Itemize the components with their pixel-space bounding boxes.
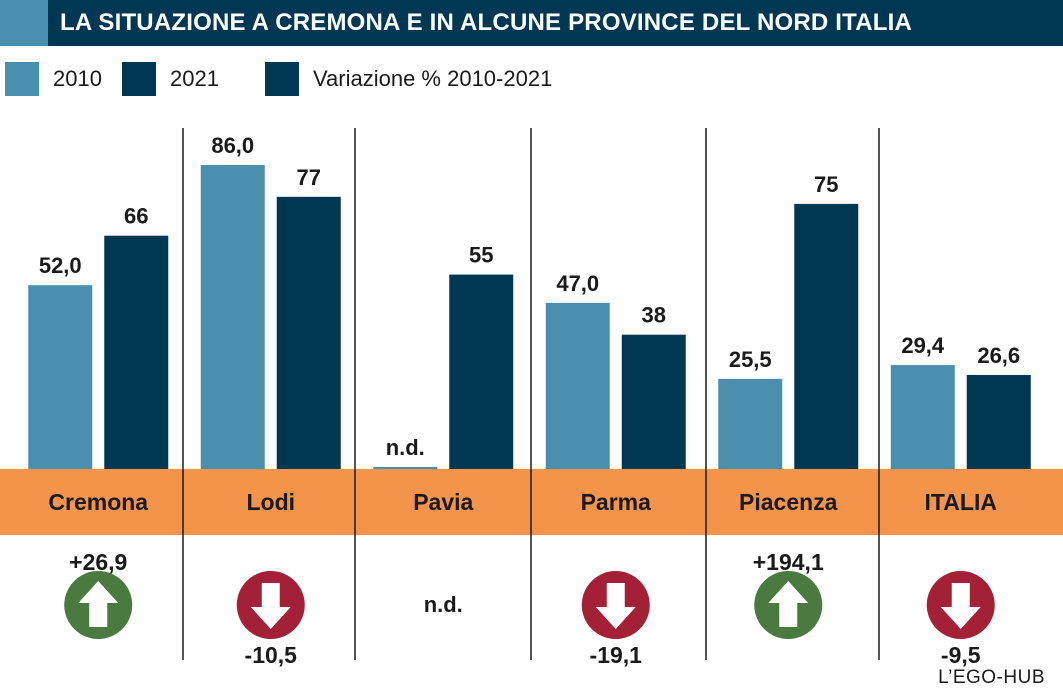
legend-swatch-variazione	[265, 62, 299, 96]
variation-label: -19,1	[590, 642, 643, 668]
bar-2021	[449, 274, 514, 469]
bar-2010	[200, 165, 265, 469]
legend-label-2010: 2010	[53, 66, 102, 91]
category-label: Pavia	[413, 489, 473, 515]
arrow-down-icon	[926, 571, 995, 639]
variation-label: +194,1	[753, 549, 824, 575]
legend-swatch-2010	[5, 62, 39, 96]
data-label-2010: 25,5	[729, 347, 772, 372]
category-label: Cremona	[48, 489, 148, 515]
arrow-down-shape	[250, 583, 291, 629]
bar-2021	[621, 334, 686, 469]
legend-item-2010: 2010	[5, 62, 102, 96]
variation-label: -9,5	[941, 642, 981, 668]
legend-label-2021: 2021	[170, 66, 219, 91]
title-bar: LA SITUAZIONE A CREMONA E IN ALCUNE PROV…	[0, 0, 1063, 46]
variation-label: n.d.	[424, 592, 463, 617]
legend-swatch-2021	[122, 62, 156, 96]
arrow-down-shape	[940, 583, 981, 629]
bar-2010	[28, 285, 93, 469]
legend-label-variazione: Variazione % 2010-2021	[313, 66, 553, 91]
category-label: ITALIA	[925, 489, 997, 515]
data-label-2010: 86,0	[211, 133, 254, 158]
data-label-2021: 75	[814, 172, 838, 197]
bar-2021	[794, 203, 859, 469]
data-label-2021: 26,6	[977, 343, 1020, 368]
data-label-2021: 77	[297, 165, 321, 190]
arrow-up-shape	[768, 581, 809, 627]
legend-item-variazione: Variazione % 2010-2021	[265, 62, 552, 96]
credit: L’EGO-HUB	[938, 667, 1045, 688]
data-label-2010: 47,0	[556, 271, 599, 296]
data-label-2010: 52,0	[39, 253, 82, 278]
bar-2010	[718, 378, 783, 469]
variation-label: +26,9	[69, 549, 127, 575]
variation-label: -10,5	[245, 642, 298, 668]
legend-item-2021: 2021	[122, 62, 219, 96]
bar-2021	[104, 235, 169, 469]
data-label-2010: n.d.	[386, 435, 425, 460]
category-label: Lodi	[246, 489, 295, 515]
data-label-2021: 55	[469, 243, 493, 268]
arrow-up-icon	[64, 571, 133, 639]
bar-2010-missing	[373, 467, 438, 469]
arrow-down-shape	[595, 583, 636, 629]
data-label-2010: 29,4	[901, 333, 945, 358]
arrow-down-icon	[581, 571, 650, 639]
arrow-up-shape	[78, 581, 119, 627]
category-label: Piacenza	[739, 489, 838, 515]
data-label-2021: 66	[124, 204, 148, 229]
data-label-2021: 38	[642, 303, 666, 328]
bar-2010	[890, 365, 955, 469]
bar-2010	[545, 302, 610, 469]
bar-2021	[276, 196, 341, 469]
arrow-down-icon	[236, 571, 305, 639]
bar-2021	[966, 374, 1031, 469]
chart-title: LA SITUAZIONE A CREMONA E IN ALCUNE PROV…	[60, 9, 913, 36]
category-label: Parma	[581, 489, 652, 515]
title-accent	[0, 0, 48, 46]
arrow-up-icon	[754, 571, 823, 639]
